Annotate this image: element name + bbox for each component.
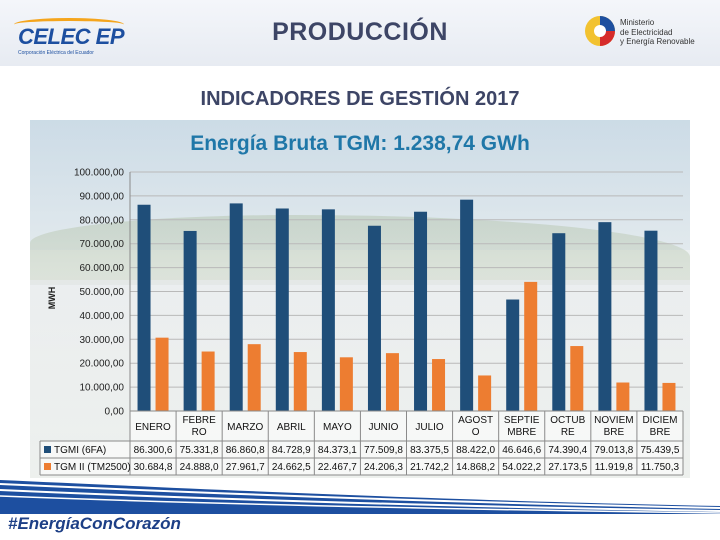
y-tick-label: 100.000,00 [74,168,124,179]
x-category-label: DICIEM [642,415,677,426]
data-table-value: 54.022,2 [502,462,541,473]
data-table-value: 79.013,8 [594,445,633,456]
data-table-value: 27.173,5 [548,462,587,473]
y-tick-label: 10.000,00 [80,383,125,394]
legend-swatch [44,463,51,470]
data-table-value: 75.439,5 [640,445,679,456]
bar-tgmii [247,344,261,411]
data-table-value: 74.390,4 [548,445,587,456]
y-tick-label: 70.000,00 [80,239,125,250]
x-category-label: ABRIL [277,422,306,433]
ministry-logo: Ministerio de Electricidad y Energía Ren… [583,14,713,58]
bar-tgmii [570,346,584,411]
footer-wave-icon [0,480,720,514]
legend-label: TGMI (6FA) [54,445,106,456]
y-axis-label: MWH [47,287,57,310]
data-table-value: 84.373,1 [318,445,357,456]
data-table-value: 24.662,5 [272,462,311,473]
y-tick-label: 60.000,00 [80,263,125,274]
chart-title: Energía Bruta TGM: 1.238,74 GWh [190,132,530,155]
data-table-value: 11.750,3 [641,462,680,473]
y-tick-label: 30.000,00 [80,335,125,346]
bar-tgmii [339,357,353,411]
bar-tgmii [478,375,492,411]
legend-swatch [44,446,51,453]
page-title: PRODUCCIÓN [272,18,448,46]
y-tick-label: 90.000,00 [80,191,125,202]
bar-tgmii [155,337,169,411]
y-tick-label: 50.000,00 [80,287,125,298]
data-table-value: 21.742,2 [410,462,449,473]
x-category-label: RO [192,427,207,438]
footer-hashtag: #EnergíaConCorazón [8,514,181,533]
x-category-label: O [472,427,480,438]
x-category-label: MARZO [227,422,263,433]
bar-tgmi [506,299,520,411]
x-category-label: AGOST [458,415,493,426]
y-tick-label: 80.000,00 [80,215,125,226]
data-table-value: 86.300,6 [134,445,173,456]
data-table-value: 11.919,8 [595,462,634,473]
data-table-value: 46.646,6 [502,445,541,456]
logo-swoosh-icon [14,18,124,31]
bar-tgmii [201,351,215,411]
x-category-label: NOVIEM [594,415,633,426]
x-category-label: RE [561,427,575,438]
logo-subtext: Corporación Eléctrica del Ecuador [18,50,94,56]
bar-tgmi [229,203,243,411]
ministry-line-1: Ministerio [620,18,655,27]
x-category-label: OCTUB [550,415,585,426]
bar-tgmi [321,209,335,411]
logo-brand-text: CELEC EP [18,24,125,49]
bar-tgmi [598,222,612,411]
x-category-label: BRE [650,427,671,438]
x-category-label: JUNIO [368,422,398,433]
bar-tgmi [137,204,151,411]
ministry-line-3: y Energía Renovable [620,37,695,46]
ministry-name: Ministerio de Electricidad y Energía Ren… [620,18,695,47]
bar-tgmi [460,199,474,411]
data-table-value: 77.509,8 [364,445,403,456]
bar-tgmii [293,352,307,411]
data-table-value: 86.860,8 [226,445,265,456]
data-table-value: 24.206,3 [364,462,403,473]
data-table-value: 27.961,7 [226,462,265,473]
y-tick-label: 20.000,00 [80,359,125,370]
bar-tgmii [432,359,446,411]
x-category-label: FEBRE [182,415,216,426]
ministry-line-2: de Electricidad [620,27,673,37]
y-tick-label: 0,00 [105,407,125,418]
bar-tgmi [183,230,197,411]
x-category-label: SEPTIE [504,415,540,426]
data-table-value: 14.868,2 [456,462,495,473]
data-table-value: 24.888,0 [180,462,219,473]
x-category-label: ENERO [135,422,171,433]
bar-tgmii [616,382,630,411]
x-category-label: BRE [604,427,625,438]
y-tick-label: 40.000,00 [80,311,125,322]
bar-tgmi [414,211,428,411]
data-table-value: 84.728,9 [272,445,311,456]
celec-logo: CELEC EP Corporación Eléctrica del Ecuad… [14,18,144,58]
bar-tgmii [524,281,538,411]
bar-tgmi [644,230,658,411]
x-category-label: MBRE [507,427,536,438]
x-category-label: JULIO [415,422,444,433]
bar-tgmi [275,208,289,411]
bar-tgmi [367,225,381,411]
data-table-value: 30.684,8 [134,462,173,473]
bar-tgmi [552,233,566,411]
data-table-value: 83.375,5 [410,445,449,456]
legend-label: TGM II (TM2500) [54,462,131,473]
data-table-value: 88.422,0 [456,445,495,456]
data-table-value: 22.467,7 [318,462,357,473]
slide-subtitle: INDICADORES DE GESTIÓN 2017 [200,88,520,110]
bar-tgmii [662,382,676,411]
data-table-value: 75.331,8 [180,445,219,456]
ecuador-seal-icon [585,16,615,46]
bar-tgmii [385,353,399,411]
x-category-label: MAYO [323,422,352,433]
